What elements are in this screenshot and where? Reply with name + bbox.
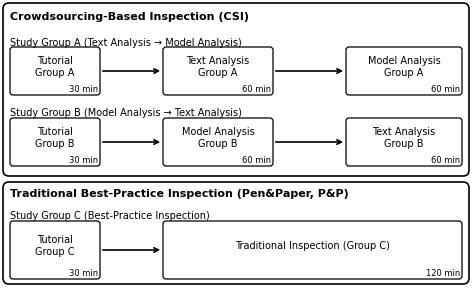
- Text: 60 min: 60 min: [431, 156, 460, 165]
- FancyBboxPatch shape: [3, 182, 469, 284]
- Text: Tutorial
Group C: Tutorial Group C: [35, 235, 75, 257]
- Text: Study Group C (Best-Practice Inspection): Study Group C (Best-Practice Inspection): [10, 211, 210, 221]
- Text: 60 min: 60 min: [431, 85, 460, 94]
- Text: Model Analysis
Group A: Model Analysis Group A: [368, 56, 440, 78]
- Text: 30 min: 30 min: [69, 85, 98, 94]
- FancyBboxPatch shape: [346, 118, 462, 166]
- Text: Traditional Best-Practice Inspection (Pen&Paper, P&P): Traditional Best-Practice Inspection (Pe…: [10, 189, 349, 199]
- Text: Text Analysis
Group A: Text Analysis Group A: [186, 56, 250, 78]
- FancyBboxPatch shape: [10, 221, 100, 279]
- Text: 30 min: 30 min: [69, 156, 98, 165]
- Text: Model Analysis
Group B: Model Analysis Group B: [182, 127, 255, 149]
- FancyBboxPatch shape: [10, 118, 100, 166]
- FancyBboxPatch shape: [346, 47, 462, 95]
- Text: Study Group B (Model Analysis → Text Analysis): Study Group B (Model Analysis → Text Ana…: [10, 108, 242, 118]
- Text: Study Group A (Text Analysis → Model Analysis): Study Group A (Text Analysis → Model Ana…: [10, 38, 242, 48]
- Text: Tutorial
Group B: Tutorial Group B: [35, 127, 75, 149]
- FancyBboxPatch shape: [163, 47, 273, 95]
- Text: 30 min: 30 min: [69, 269, 98, 278]
- Text: 60 min: 60 min: [242, 156, 271, 165]
- FancyBboxPatch shape: [163, 221, 462, 279]
- Text: Text Analysis
Group B: Text Analysis Group B: [373, 127, 436, 149]
- Text: 120 min: 120 min: [426, 269, 460, 278]
- Text: 60 min: 60 min: [242, 85, 271, 94]
- Text: Crowdsourcing-Based Inspection (CSI): Crowdsourcing-Based Inspection (CSI): [10, 12, 249, 22]
- Text: Traditional Inspection (Group C): Traditional Inspection (Group C): [235, 241, 390, 251]
- FancyBboxPatch shape: [10, 47, 100, 95]
- Text: Tutorial
Group A: Tutorial Group A: [35, 56, 75, 78]
- FancyBboxPatch shape: [163, 118, 273, 166]
- FancyBboxPatch shape: [3, 3, 469, 176]
